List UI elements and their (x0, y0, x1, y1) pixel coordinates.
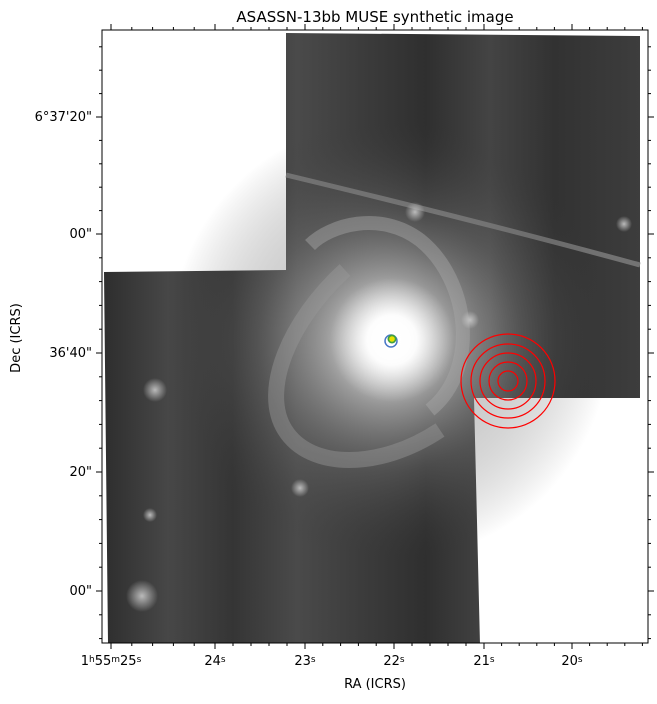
knot-6 (616, 216, 632, 232)
x-tick-label: 24s (204, 654, 226, 669)
aperture-ring-5 (460, 333, 556, 429)
aperture-ring-3 (479, 352, 537, 410)
x-tick-label: 22s (383, 654, 405, 669)
spiral-arm-2 (305, 216, 470, 416)
x-tick-label: 20s (561, 654, 583, 669)
knot-7 (143, 508, 157, 522)
x-axis-label: RA (ICRS) (344, 677, 406, 692)
knot-1 (143, 378, 167, 402)
x-tick-label: 1h55m25s (81, 654, 142, 669)
figure-title: ASASSN-13bb MUSE synthetic image (236, 8, 513, 26)
y-axis-label: Dec (ICRS) (9, 303, 24, 373)
knot-4 (291, 479, 309, 497)
aperture-ring-1 (497, 370, 519, 392)
y-tick-label: 36'40" (49, 346, 92, 361)
y-tick-label: 6°37'20" (35, 110, 92, 125)
knot-5 (461, 311, 479, 329)
axes-frame (101, 29, 649, 644)
x-axis-ticks: 1h55m25s 24s 23s 22s 21s 20s (81, 24, 643, 669)
y-tick-label: 00" (69, 227, 92, 242)
x-tick-label: 23s (294, 654, 316, 669)
aperture-ring-2 (488, 361, 528, 401)
image-area (104, 33, 641, 643)
spiral-arm-1 (268, 264, 445, 468)
red-aperture-circles (460, 333, 556, 429)
aperture-ring-4 (470, 343, 546, 419)
knot-3 (405, 202, 425, 222)
y-tick-label: 00" (69, 584, 92, 599)
y-tick-label: 20" (69, 465, 92, 480)
y-axis-ticks: 6°37'20" 00" 36'40" 20" 00" (35, 46, 654, 640)
galaxy-center-marker (384, 334, 398, 348)
center-marker-yellow (389, 336, 395, 342)
knot-2 (126, 580, 158, 612)
x-tick-label: 21s (473, 654, 495, 669)
